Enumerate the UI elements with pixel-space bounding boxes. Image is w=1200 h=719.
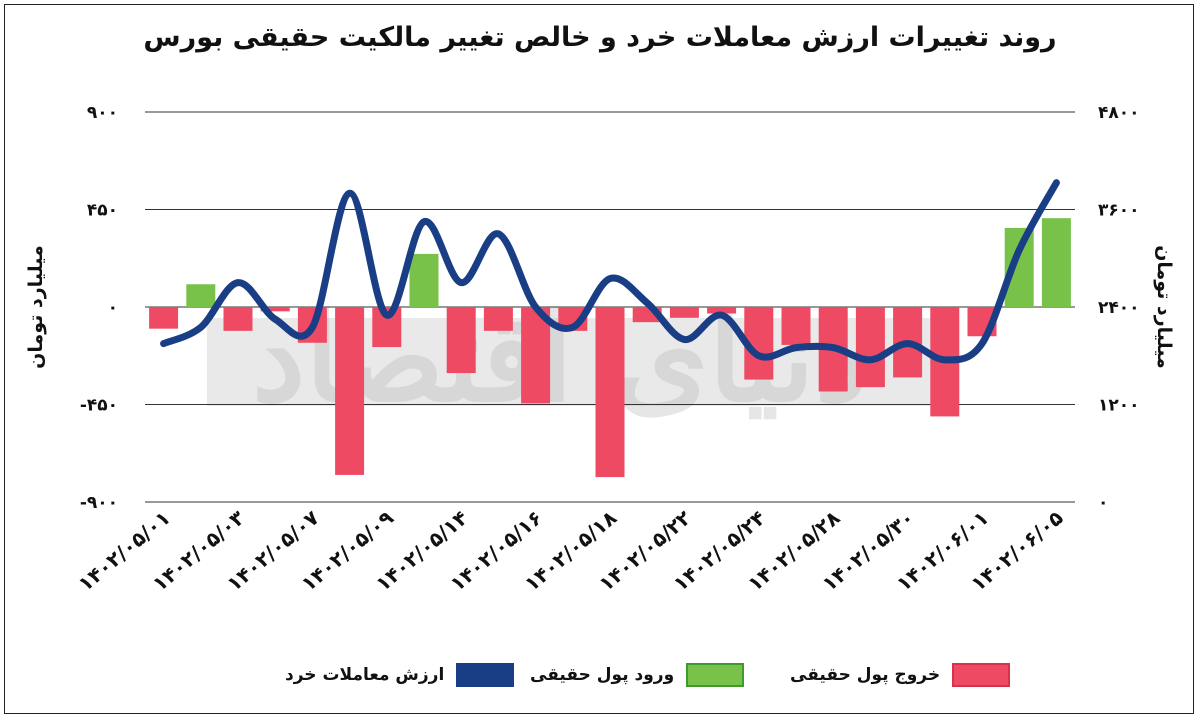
chart-frame (4, 4, 1194, 714)
y-right-tick-label: ۲۴۰۰ (1098, 298, 1140, 318)
bar-outflow (669, 307, 699, 318)
y-right-axis-label: میلیارد تومان (1153, 245, 1175, 369)
y-left-tick-label: -۹۰۰ (80, 493, 118, 513)
legend-swatch-outflow (952, 663, 1011, 687)
bar-outflow (521, 307, 551, 404)
y-left-tick-label: -۴۵۰ (80, 396, 118, 416)
legend-item-value-line: ارزش معاملات خرد (285, 660, 515, 690)
legend-label-inflow: ورود پول حقیقی (530, 665, 675, 685)
bar-outflow (855, 307, 885, 388)
y-left-tick-label: ۴۵۰ (87, 201, 118, 221)
bar-outflow (595, 307, 625, 478)
legend: خروج پول حقیقی ورود پول حقیقی ارزش معامل… (0, 660, 1200, 690)
legend-label-value-line: ارزش معاملات خرد (285, 665, 445, 685)
y-left-axis-label: میلیارد تومان (25, 245, 47, 369)
chart-title: روند تغییرات ارزش معاملات خرد و خالص تغی… (143, 22, 1057, 53)
bar-outflow (223, 307, 253, 331)
bar-outflow (149, 307, 179, 329)
legend-item-outflow: خروج پول حقیقی (790, 660, 1011, 690)
bar-inflow (409, 253, 439, 307)
bar-inflow (186, 284, 216, 307)
bar-outflow (260, 307, 290, 312)
legend-label-outflow: خروج پول حقیقی (790, 665, 941, 685)
y-right-tick-label: ۱۲۰۰ (1098, 396, 1140, 416)
bar-outflow (335, 307, 365, 475)
legend-swatch-value-line (456, 663, 515, 687)
bar-outflow (781, 307, 811, 345)
bar-outflow (483, 307, 513, 331)
bar-outflow (707, 307, 737, 314)
legend-item-inflow: ورود پول حقیقی (530, 660, 745, 690)
bar-inflow (1041, 218, 1071, 307)
y-left-tick-label: ۰ (108, 298, 118, 318)
y-right-tick-label: ۴۸۰۰ (1098, 103, 1140, 123)
y-left-tick-label: ۹۰۰ (87, 103, 118, 123)
y-right-tick-label: ۰ (1098, 493, 1108, 513)
legend-swatch-inflow (686, 663, 745, 687)
bar-outflow (446, 307, 476, 374)
y-right-tick-label: ۳۶۰۰ (1098, 201, 1140, 221)
